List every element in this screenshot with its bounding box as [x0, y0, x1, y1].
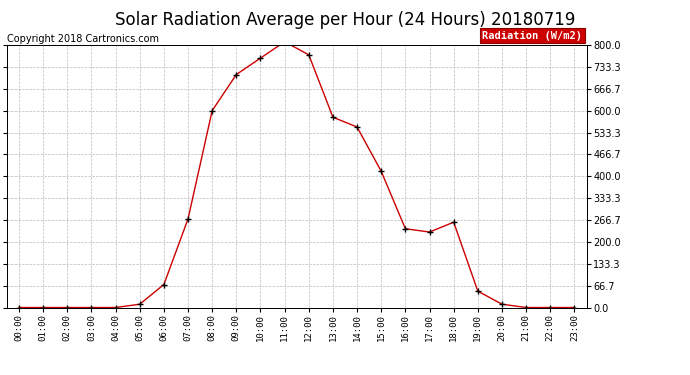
Text: Copyright 2018 Cartronics.com: Copyright 2018 Cartronics.com	[7, 34, 159, 44]
Text: Solar Radiation Average per Hour (24 Hours) 20180719: Solar Radiation Average per Hour (24 Hou…	[115, 11, 575, 29]
Text: Radiation (W/m2): Radiation (W/m2)	[482, 31, 582, 41]
